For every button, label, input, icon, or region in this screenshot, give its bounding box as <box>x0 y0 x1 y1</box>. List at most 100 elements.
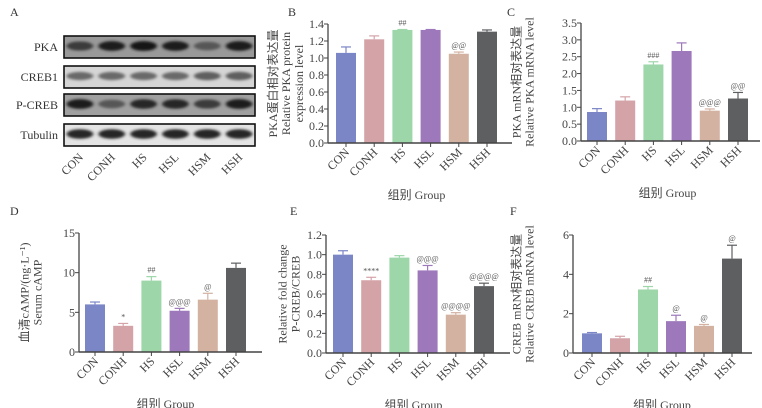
bar-conh <box>361 280 382 353</box>
blot-lane-label: CON <box>58 150 86 178</box>
x-axis-title: 组别 Group <box>388 188 446 202</box>
x-tick-label: HSM <box>186 354 215 383</box>
x-tick-label: HSH <box>466 145 493 172</box>
bar-hsm <box>445 314 466 353</box>
blot-band <box>225 41 253 51</box>
significance-annotation: @@ <box>451 41 466 50</box>
blot-band <box>193 129 221 139</box>
y-tick-label: 3.0 <box>562 33 577 47</box>
blot-band <box>98 41 126 51</box>
y-tick-label: 2.0 <box>562 67 577 81</box>
blot-frame <box>63 35 256 59</box>
bar-hsh <box>474 286 494 353</box>
y-tick-label: 0.6 <box>309 85 324 99</box>
y-axis-title: P-CREB/CREB <box>289 256 303 333</box>
blot-band <box>193 41 221 51</box>
x-tick-label: CONH <box>343 355 377 389</box>
y-axis-title: 血清cAMP/(ng·L⁻¹) <box>18 243 32 343</box>
x-tick-label: HSH <box>215 354 242 381</box>
blot-row-creb1: CREB1 <box>21 65 256 89</box>
bar-hs <box>643 64 664 141</box>
bar-hsl <box>666 321 686 353</box>
bar-con <box>85 304 105 352</box>
blot-frame <box>63 65 256 89</box>
y-tick-label: 0.6 <box>307 287 322 301</box>
y-axis-title: Serum cAMP <box>31 259 45 325</box>
significance-annotation: @ <box>728 234 735 243</box>
significance-annotation: @ <box>700 313 707 322</box>
bar-conh <box>113 325 134 352</box>
panel-letter-a: A <box>10 5 19 19</box>
bar-con <box>336 52 356 143</box>
x-tick-label: HSL <box>160 354 186 380</box>
y-tick-label: 1.2 <box>309 34 324 48</box>
bar-hsl <box>417 270 438 353</box>
significance-annotation: **** <box>363 266 379 275</box>
blot-row-label: Tubulin <box>20 128 58 142</box>
blot-band <box>130 129 157 139</box>
bar-hsl <box>169 310 190 352</box>
blot-band <box>98 99 126 109</box>
blot-band <box>66 71 94 81</box>
x-tick-label: CONH <box>346 145 380 179</box>
bar-hs <box>141 280 162 352</box>
bar-hsm <box>699 110 720 141</box>
x-tick-label: HS <box>639 143 660 164</box>
blot-band <box>225 71 253 81</box>
y-tick-label: 3.5 <box>562 16 577 30</box>
x-tick-label: HSH <box>717 143 744 170</box>
x-axis-title: 组别 Group <box>137 397 195 408</box>
x-tick-label: HSM <box>437 145 466 174</box>
significance-annotation: ## <box>147 266 155 275</box>
significance-annotation: @ <box>204 282 211 291</box>
significance-annotation: @ <box>672 304 679 313</box>
y-tick-label: 4 <box>563 267 569 281</box>
significance-annotation: @@ <box>731 81 746 90</box>
bar-hsm <box>448 53 469 143</box>
x-tick-label: HSM <box>434 355 463 384</box>
y-tick-label: 5 <box>69 305 75 319</box>
blot-band <box>193 99 221 109</box>
panel-letter-d: D <box>10 204 19 218</box>
blot-row-p-creb: P-CREB <box>16 93 256 117</box>
y-tick-label: 1.0 <box>309 51 324 65</box>
blot-band <box>162 71 189 81</box>
significance-annotation: ## <box>398 19 406 28</box>
blot-band <box>130 99 157 109</box>
blot-lane-label: CONH <box>84 150 118 184</box>
x-tick-label: HSL <box>408 355 434 381</box>
blot-row-pka: PKA <box>34 35 256 59</box>
y-tick-label: 0.0 <box>309 136 324 150</box>
x-axis-title: 组别 Group <box>385 398 443 408</box>
blot-band <box>162 41 189 51</box>
x-tick-label: HSL <box>656 355 682 381</box>
x-tick-label: HSL <box>411 145 437 171</box>
y-tick-label: 0.0 <box>562 134 577 148</box>
y-tick-label: 0.2 <box>307 326 322 340</box>
panel-letter-c: C <box>507 5 515 19</box>
bar-conh <box>364 39 385 143</box>
panel-letter-b: B <box>288 5 296 19</box>
y-tick-label: 1.5 <box>562 83 577 97</box>
bar-conh <box>610 338 630 353</box>
x-tick-label: CONH <box>592 355 626 389</box>
bar-hs <box>638 289 658 353</box>
blot-row-label: CREB1 <box>21 70 58 84</box>
blot-band <box>66 129 94 139</box>
x-tick-label: HSM <box>688 143 717 172</box>
y-tick-label: 2.5 <box>562 50 577 64</box>
x-axis-title: 组别 Group <box>639 186 697 200</box>
bar-hsh <box>477 31 497 143</box>
bar-hsl <box>420 29 441 144</box>
blot-row-label: PKA <box>34 40 58 54</box>
blot-lane-label: HSM <box>185 150 214 179</box>
y-tick-label: 2 <box>563 307 569 321</box>
y-tick-label: 10 <box>63 266 75 280</box>
y-tick-label: 0 <box>563 346 569 360</box>
y-axis-title: PKA mRN相对表达量 <box>510 26 524 138</box>
y-tick-label: 0.8 <box>309 68 324 82</box>
blot-lane-label: HS <box>129 150 150 171</box>
y-axis-title: Relative PKA protein <box>279 32 293 135</box>
